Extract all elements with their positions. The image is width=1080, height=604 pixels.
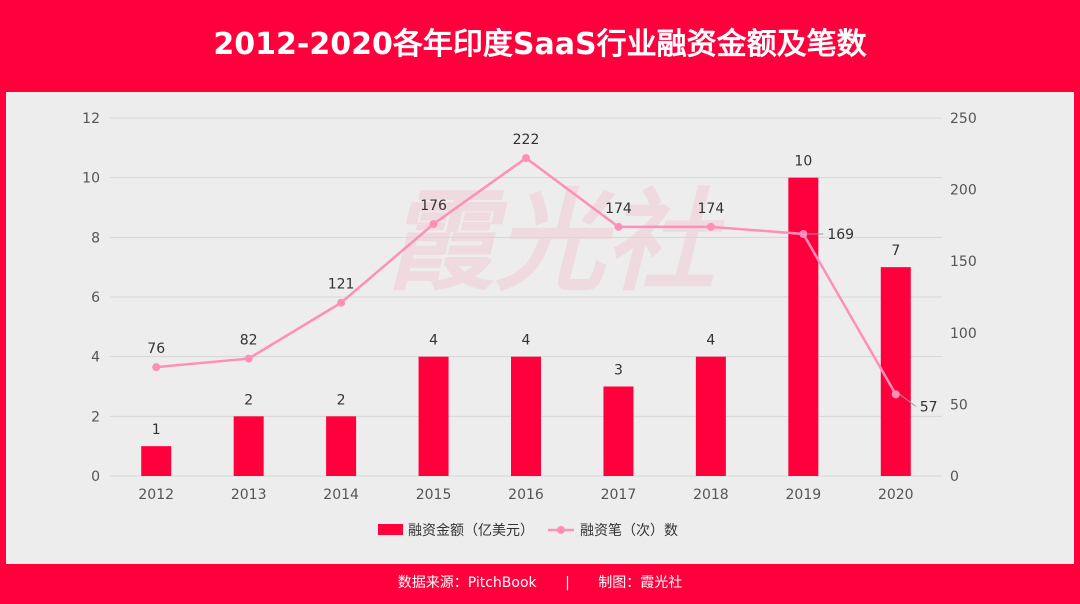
- bar-label: 10: [794, 154, 812, 170]
- line-point: [337, 298, 346, 307]
- bar: [326, 416, 357, 476]
- line-point: [891, 390, 900, 399]
- line-label: 57: [920, 399, 938, 415]
- y-left-tick: 12: [82, 111, 100, 127]
- line-label: 82: [240, 333, 258, 349]
- y-right-tick: 0: [950, 469, 959, 485]
- bar: [880, 267, 911, 476]
- source-text: 数据来源：PitchBook: [397, 575, 537, 591]
- line-label: 169: [827, 227, 854, 243]
- bar: [233, 416, 264, 476]
- label-leader: [899, 393, 917, 407]
- legend-bar-label: 融资金额（亿美元）: [408, 523, 534, 539]
- legend-bar-swatch: [378, 524, 403, 535]
- bar: [141, 446, 172, 476]
- x-tick: 2013: [231, 487, 267, 503]
- x-tick: 2015: [416, 487, 452, 503]
- y-right-tick: 200: [950, 183, 977, 199]
- legend-line-label: 融资笔（次）数: [580, 523, 678, 539]
- line-label: 222: [513, 132, 540, 148]
- bar-label: 7: [891, 243, 900, 259]
- y-right-tick: 100: [950, 326, 977, 342]
- bar-label: 1: [152, 422, 161, 438]
- bar: [418, 356, 449, 476]
- line-point: [152, 363, 161, 372]
- bar: [788, 177, 819, 476]
- y-left-tick: 0: [91, 469, 100, 485]
- credit-text: 制图：霞光社: [598, 575, 683, 591]
- line-label: 174: [605, 201, 632, 217]
- x-tick: 2018: [693, 487, 729, 503]
- bar-label: 4: [429, 333, 438, 349]
- bar: [695, 356, 726, 476]
- line-label: 121: [328, 277, 355, 293]
- x-tick: 2017: [601, 487, 637, 503]
- x-tick: 2019: [786, 487, 822, 503]
- bar-label: 4: [706, 333, 715, 349]
- y-left-tick: 2: [91, 409, 100, 425]
- x-tick: 2020: [878, 487, 914, 503]
- bar-label: 4: [522, 333, 531, 349]
- footer: 数据来源：PitchBook | 制图：霞光社: [0, 564, 1080, 604]
- line-point: [614, 222, 623, 231]
- bar-label: 2: [337, 392, 346, 408]
- y-right-tick: 50: [950, 397, 968, 413]
- legend-line-marker: [557, 526, 565, 534]
- y-left-tick: 6: [91, 290, 100, 306]
- bar-label: 3: [614, 363, 623, 379]
- chart-title: 2012-2020各年印度SaaS行业融资金额及笔数: [213, 27, 867, 62]
- y-left-tick: 10: [82, 171, 100, 187]
- x-tick: 2016: [508, 487, 544, 503]
- y-left-tick: 4: [91, 350, 100, 366]
- bar: [603, 386, 634, 476]
- y-right-tick: 150: [950, 254, 977, 270]
- watermark-logo: 霞光社: [385, 178, 725, 306]
- line-label: 174: [698, 201, 725, 217]
- x-tick: 2012: [138, 487, 174, 503]
- line-point: [244, 354, 253, 363]
- line-point: [522, 154, 530, 163]
- footer-separator: |: [565, 575, 570, 591]
- y-left-tick: 8: [91, 230, 100, 246]
- line-point: [799, 229, 808, 238]
- bar-label: 2: [244, 392, 253, 408]
- line-point: [429, 219, 438, 228]
- y-right-tick: 250: [950, 111, 977, 127]
- x-tick: 2014: [323, 487, 359, 503]
- bar: [511, 356, 541, 476]
- line-label: 76: [147, 341, 165, 357]
- line-point: [706, 222, 715, 231]
- line-label: 176: [420, 198, 447, 214]
